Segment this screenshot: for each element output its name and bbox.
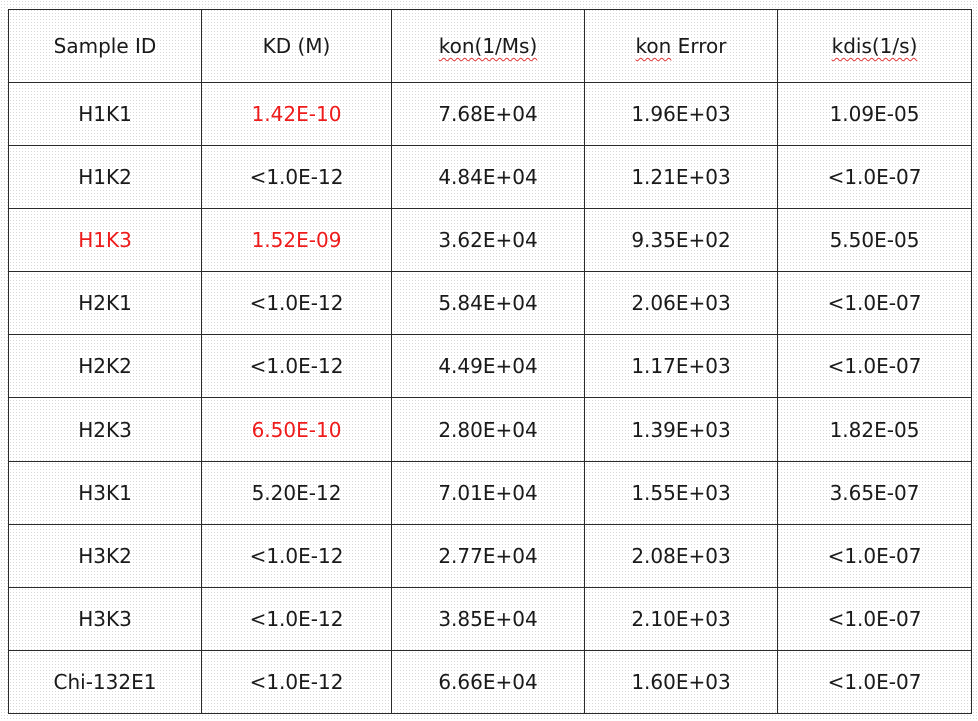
cell-sample-id: H2K3 bbox=[8, 397, 202, 462]
cell-sample-id: H1K3 bbox=[8, 208, 202, 273]
cell-kd: <1.0E-12 bbox=[201, 334, 392, 399]
cell-sample-id: H2K2 bbox=[8, 334, 202, 399]
table-row: H2K3 6.50E-10 2.80E+04 1.39E+03 1.82E-05 bbox=[8, 397, 972, 462]
cell-kdis: 3.65E-07 bbox=[777, 460, 972, 525]
cell-kon-error: 1.55E+03 bbox=[584, 460, 778, 525]
cell-kon-error: 1.21E+03 bbox=[584, 145, 778, 210]
cell-kon: 4.84E+04 bbox=[391, 145, 585, 210]
table-row: H3K1 5.20E-12 7.01E+04 1.55E+03 3.65E-07 bbox=[8, 460, 972, 525]
header-kon-label: kon(1/Ms) bbox=[438, 34, 538, 58]
cell-kon-error: 2.06E+03 bbox=[584, 271, 778, 336]
cell-kdis: <1.0E-07 bbox=[777, 523, 972, 588]
cell-kon-error: 9.35E+02 bbox=[584, 208, 778, 273]
cell-kon: 4.49E+04 bbox=[391, 334, 585, 399]
cell-kdis: <1.0E-07 bbox=[777, 334, 972, 399]
cell-sample-id: H3K1 bbox=[8, 460, 202, 525]
cell-sample-id: H1K1 bbox=[8, 81, 202, 147]
cell-kd: <1.0E-12 bbox=[201, 649, 392, 715]
cell-sample-id: Chi-132E1 bbox=[8, 649, 202, 715]
cell-kdis: <1.0E-07 bbox=[777, 649, 972, 715]
cell-kon-error: 1.17E+03 bbox=[584, 334, 778, 399]
cell-kon: 5.84E+04 bbox=[391, 271, 585, 336]
cell-kon: 3.85E+04 bbox=[391, 586, 585, 651]
cell-kd: <1.0E-12 bbox=[201, 145, 392, 210]
cell-kd: 5.20E-12 bbox=[201, 460, 392, 525]
table-row: H3K3 <1.0E-12 3.85E+04 2.10E+03 <1.0E-07 bbox=[8, 586, 972, 651]
header-kon-error-rest: Error bbox=[671, 34, 727, 58]
header-kdis: kdis(1/s) bbox=[777, 9, 972, 83]
cell-kd: 6.50E-10 bbox=[201, 397, 392, 462]
table-row: H1K3 1.52E-09 3.62E+04 9.35E+02 5.50E-05 bbox=[8, 208, 972, 273]
cell-kdis: 1.82E-05 bbox=[777, 397, 972, 462]
table-row: H2K1 <1.0E-12 5.84E+04 2.06E+03 <1.0E-07 bbox=[8, 271, 972, 336]
cell-sample-id: H2K1 bbox=[8, 271, 202, 336]
header-kd-label: KD (M) bbox=[262, 34, 331, 58]
cell-kdis: 5.50E-05 bbox=[777, 208, 972, 273]
cell-kon-error: 1.39E+03 bbox=[584, 397, 778, 462]
cell-kd: <1.0E-12 bbox=[201, 271, 392, 336]
header-kon-error: kon Error bbox=[584, 9, 778, 83]
table-row: H1K2 <1.0E-12 4.84E+04 1.21E+03 <1.0E-07 bbox=[8, 145, 972, 210]
header-kd: KD (M) bbox=[201, 9, 392, 83]
cell-sample-id: H3K2 bbox=[8, 523, 202, 588]
binding-kinetics-table: Sample ID KD (M) kon(1/Ms) kon Error kdi… bbox=[8, 9, 972, 715]
header-sample-id-label: Sample ID bbox=[53, 34, 157, 58]
cell-kdis: <1.0E-07 bbox=[777, 271, 972, 336]
cell-kd: 1.52E-09 bbox=[201, 208, 392, 273]
cell-kon: 7.68E+04 bbox=[391, 81, 585, 147]
table-row: H2K2 <1.0E-12 4.49E+04 1.17E+03 <1.0E-07 bbox=[8, 334, 972, 399]
cell-kon: 2.80E+04 bbox=[391, 397, 585, 462]
cell-sample-id: H3K3 bbox=[8, 586, 202, 651]
cell-kon: 3.62E+04 bbox=[391, 208, 585, 273]
header-sample-id: Sample ID bbox=[8, 9, 202, 83]
table-row: H3K2 <1.0E-12 2.77E+04 2.08E+03 <1.0E-07 bbox=[8, 523, 972, 588]
cell-kd: 1.42E-10 bbox=[201, 81, 392, 147]
cell-kd: <1.0E-12 bbox=[201, 586, 392, 651]
cell-kon-error: 2.10E+03 bbox=[584, 586, 778, 651]
cell-kon: 7.01E+04 bbox=[391, 460, 585, 525]
cell-kon-error: 2.08E+03 bbox=[584, 523, 778, 588]
cell-kon-error: 1.96E+03 bbox=[584, 81, 778, 147]
header-kdis-label: kdis(1/s) bbox=[831, 34, 918, 58]
cell-kon-error: 1.60E+03 bbox=[584, 649, 778, 715]
header-kon-error-flagged-word: kon bbox=[635, 34, 672, 58]
header-kon: kon(1/Ms) bbox=[391, 9, 585, 83]
cell-kon: 6.66E+04 bbox=[391, 649, 585, 715]
cell-kdis: 1.09E-05 bbox=[777, 81, 972, 147]
cell-kon: 2.77E+04 bbox=[391, 523, 585, 588]
table-row: H1K1 1.42E-10 7.68E+04 1.96E+03 1.09E-05 bbox=[8, 81, 972, 147]
cell-sample-id: H1K2 bbox=[8, 145, 202, 210]
cell-kd: <1.0E-12 bbox=[201, 523, 392, 588]
cell-kdis: <1.0E-07 bbox=[777, 586, 972, 651]
table-row: Chi-132E1 <1.0E-12 6.66E+04 1.60E+03 <1.0E-0… bbox=[8, 649, 972, 715]
cell-kdis: <1.0E-07 bbox=[777, 145, 972, 210]
header-row: Sample ID KD (M) kon(1/Ms) kon Error kdi… bbox=[8, 9, 972, 83]
table-body: H1K1 1.42E-10 7.68E+04 1.96E+03 1.09E-05 H1K2… bbox=[8, 81, 972, 715]
